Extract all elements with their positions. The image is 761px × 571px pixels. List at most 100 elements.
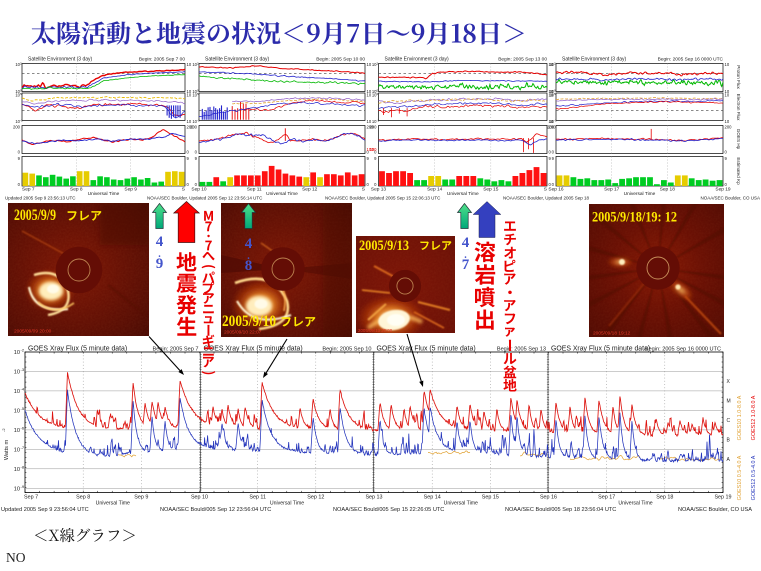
svg-text:200: 200 [367,125,375,130]
svg-text:0: 0 [552,182,555,187]
svg-text:9: 9 [195,156,198,161]
svg-text:NOAA/SEC Bould/005 Sep 15 22:2: NOAA/SEC Bould/005 Sep 15 22:26:05 UTC [333,507,444,513]
svg-text:GOES Xray Flux (5 minute data): GOES Xray Flux (5 minute data) [377,346,476,353]
svg-text:10: 10 [372,119,377,124]
svg-text:NOAA/SEC Boulder, Updated 2005: NOAA/SEC Boulder, Updated 2005 Sep 18 [503,196,590,201]
svg-text:NOAA/SEC Boulder, Updated 2005: NOAA/SEC Boulder, Updated 2005 Sep 12 23… [147,196,263,201]
svg-text:10: 10 [14,370,20,376]
svg-text:2005/9/10: 2005/9/10 [222,313,276,330]
svg-text:Sep 15: Sep 15 [483,187,499,193]
svg-text:2: 2 [377,62,379,66]
svg-text:10: 10 [187,93,192,98]
svg-text:Begin: 2005 Sep 16 0000 UTC: Begin: 2005 Sep 16 0000 UTC [658,57,724,63]
svg-text:-1: -1 [197,119,200,123]
svg-text:Begin: 2005 Sep 13: Begin: 2005 Sep 13 [497,347,546,353]
svg-text:-6: -6 [21,425,25,430]
svg-text:Satellite Environment (3 day): Satellite Environment (3 day) [205,57,270,63]
svg-text:-4: -4 [21,386,25,391]
svg-text:5: 5 [20,92,22,96]
svg-text:NOAA/SEC Boulder, CO USA: NOAA/SEC Boulder, CO USA [700,196,760,201]
svg-text:-2: -2 [21,348,25,353]
svg-text:4: 4 [156,234,164,250]
svg-text:Sep 12: Sep 12 [302,187,318,193]
svg-text:0: 0 [374,150,377,155]
svg-text:Proton Flux: Proton Flux [736,65,741,89]
svg-text:9: 9 [367,156,370,161]
svg-text:10: 10 [192,119,197,124]
svg-text:2005/9/9: 2005/9/9 [14,207,56,224]
svg-text:Sep 14: Sep 14 [424,495,441,501]
svg-text:Satellite Environment (3 day): Satellite Environment (3 day) [562,57,627,63]
svg-text:Begin: 2005 Sep 13 00: Begin: 2005 Sep 13 00 [498,57,547,63]
svg-text:Sep 15: Sep 15 [482,495,499,501]
svg-text:10: 10 [367,89,372,94]
svg-text:0: 0 [197,89,199,93]
svg-text:GOES12 1.0-8.0 A: GOES12 1.0-8.0 A [751,395,757,440]
svg-text:10: 10 [14,389,20,395]
svg-text:10: 10 [192,62,197,67]
svg-text:10: 10 [725,119,730,124]
svg-text:0: 0 [187,182,190,187]
svg-text:10: 10 [372,93,377,98]
svg-text:NOAA/SEC Bould/005 Sep 12 23:5: NOAA/SEC Bould/005 Sep 12 23:56:04 UTC [160,507,271,513]
svg-text:.: . [247,251,250,262]
svg-text:-1: -1 [20,119,23,123]
svg-text:Updated 2005 Sep 9 23:56:04 U: Updated 2005 Sep 9 23:56:04 UTC [1,507,89,513]
svg-text:.: . [464,250,467,261]
svg-text:0: 0 [374,182,377,187]
svg-text:10: 10 [367,93,372,98]
svg-text:5: 5 [554,92,556,96]
svg-text:-5: -5 [21,406,25,411]
svg-text:GOES12 0.5-4.0 A: GOES12 0.5-4.0 A [751,455,757,500]
svg-text:NO: NO [6,550,26,565]
svg-text:S: S [544,187,547,193]
svg-text:9: 9 [374,156,377,161]
svg-text:X: X [727,379,731,385]
svg-text:200: 200 [187,125,195,130]
svg-text:100: 100 [370,147,378,152]
svg-text:2: 2 [197,62,199,66]
svg-text:10: 10 [14,428,20,434]
svg-text:8: 8 [245,258,253,274]
svg-text:5: 5 [197,92,199,96]
svg-text:0: 0 [20,89,22,93]
svg-text:10: 10 [187,89,192,94]
svg-text:10: 10 [367,62,372,67]
svg-text:10: 10 [15,119,20,124]
svg-text:2: 2 [20,62,22,66]
svg-text:9: 9 [552,156,555,161]
svg-text:2005/9/18/19: 12: 2005/9/18/19: 12 [592,210,677,226]
svg-text:9: 9 [549,156,552,161]
svg-text:7: 7 [462,257,470,273]
svg-text:0: 0 [552,150,555,155]
svg-text:NOAA/SEC Boulder, Updated 2005: NOAA/SEC Boulder, Updated 2005 Sep 15 22… [325,196,441,201]
svg-text:200: 200 [13,125,21,130]
svg-text:Sep 18: Sep 18 [660,187,676,193]
svg-text:200: 200 [725,125,733,130]
svg-text:Sep 19: Sep 19 [715,187,731,193]
svg-text:Updated 2005 Sep 9 23:56:13 U: Updated 2005 Sep 9 23:56:13 UTC [5,196,76,201]
svg-text:0: 0 [367,150,370,155]
svg-text:9: 9 [156,256,164,272]
svg-text:Sep 8: Sep 8 [76,495,90,501]
svg-text:0: 0 [187,150,190,155]
svg-text:0: 0 [367,182,370,187]
svg-text:0: 0 [725,150,728,155]
svg-text:Sep 17: Sep 17 [598,495,615,501]
svg-text:2005/09/13 20:00: 2005/09/13 20:00 [358,328,393,333]
svg-text:10: 10 [192,93,197,98]
svg-text:Sep 10: Sep 10 [191,187,207,193]
svg-text:Sep 7: Sep 7 [22,187,35,193]
svg-text:Sep 8: Sep 8 [70,187,83,193]
svg-text:Estimated Kp: Estimated Kp [736,157,741,185]
svg-text:Begin: 2005 Sep 10 00: Begin: 2005 Sep 10 00 [316,57,365,63]
svg-text:-1: -1 [554,119,557,123]
svg-text:10: 10 [14,447,20,453]
svg-text:GOES Xray Flux (5 minute data): GOES Xray Flux (5 minute data) [28,346,127,353]
svg-text:10: 10 [15,93,20,98]
svg-text:200: 200 [370,125,378,130]
svg-text:NOAA/SEC Boulder, CO USA: NOAA/SEC Boulder, CO USA [678,507,752,513]
svg-text:10: 10 [187,119,192,124]
svg-text:.: . [158,249,161,260]
svg-text:4: 4 [245,236,253,252]
